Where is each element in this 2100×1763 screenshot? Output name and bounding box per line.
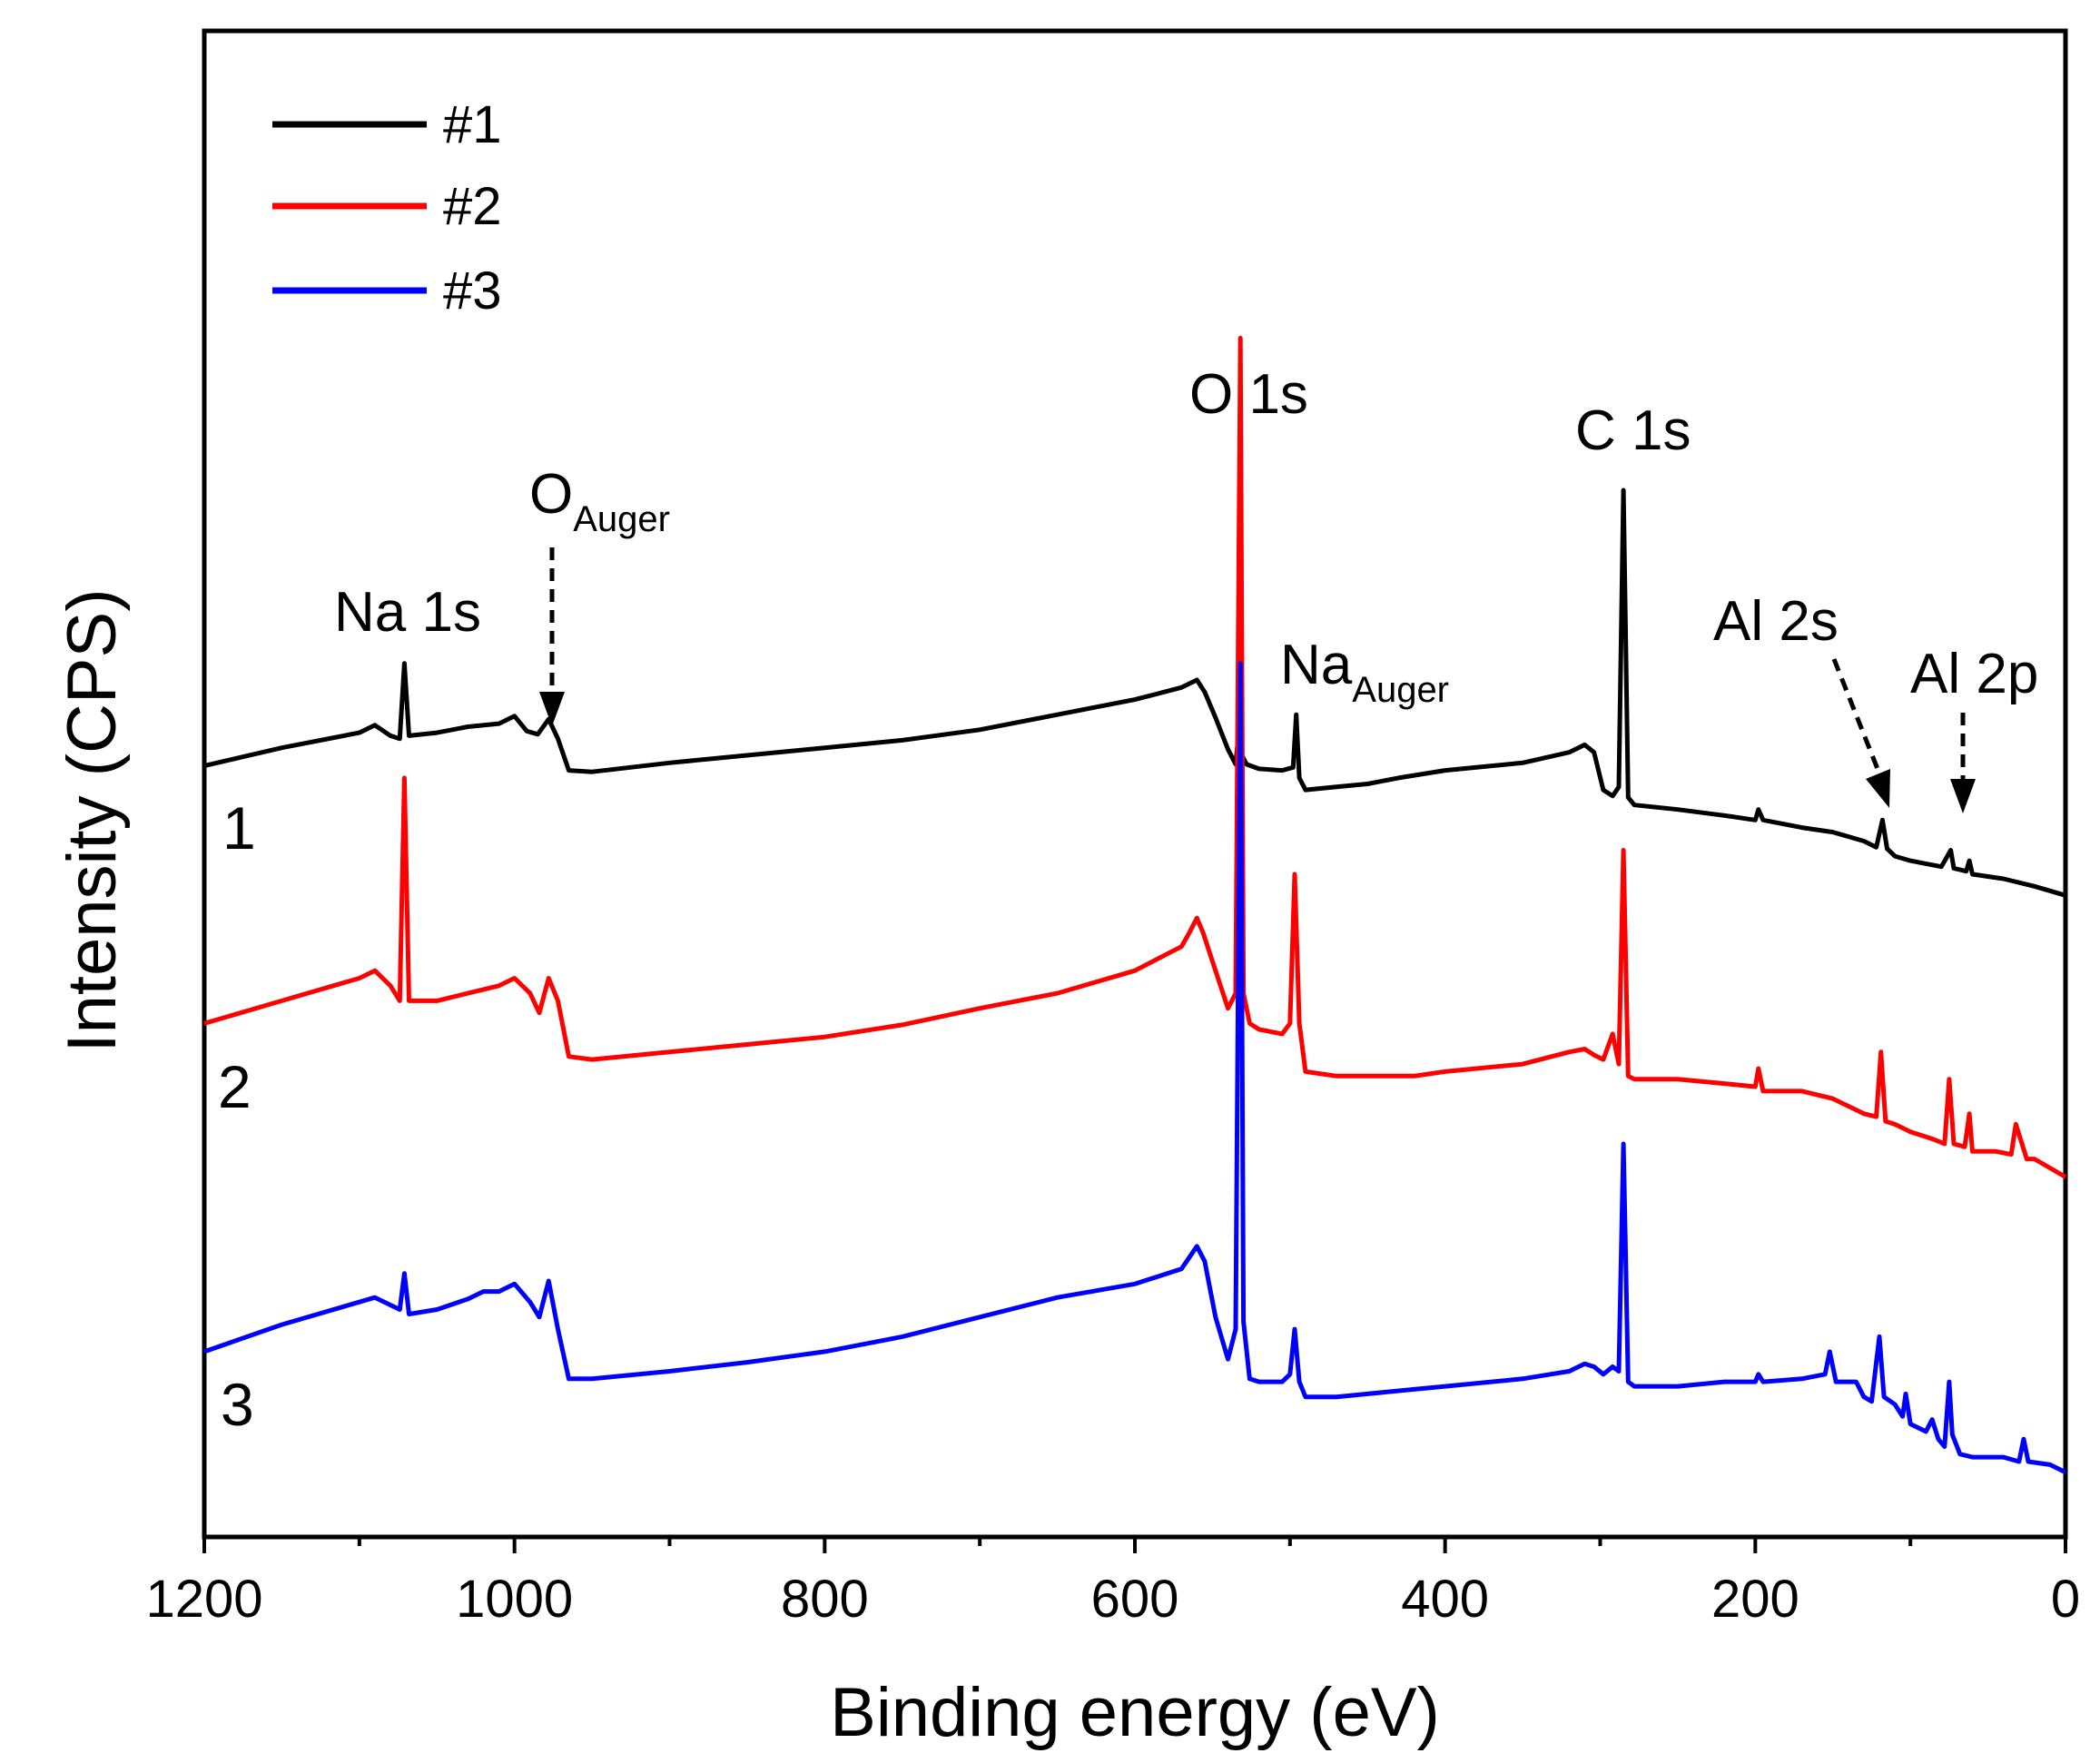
x-tick-label-1200: 1200 [145, 1570, 262, 1629]
annotation-naauger-main: Na [1280, 634, 1353, 696]
series-line-2 [203, 335, 2067, 1179]
annotation-na1s: Na 1s [334, 581, 481, 644]
x-tick-label-200: 200 [1711, 1570, 1799, 1629]
trace-label-1: 1 [222, 794, 256, 862]
series-line-1 [203, 488, 2066, 898]
annotation-al2p: Al 2p [1910, 643, 2038, 705]
x-axis-ticks [202, 1537, 2067, 1553]
x-axis-tick-labels: 1200 1000 800 600 400 200 0 [145, 1570, 2080, 1629]
plot-frame [202, 28, 2068, 1540]
trace-label-2: 2 [218, 1053, 251, 1120]
arrow-head-al2p [1950, 779, 1976, 813]
x-tick-label-800: 800 [781, 1570, 869, 1629]
annotation-naauger: NaAuger [1280, 634, 1449, 710]
series-group [203, 335, 2067, 1474]
legend: #1 #2 #3 [272, 95, 502, 320]
legend-label-1: #1 [443, 95, 502, 154]
annotation-oauger: OAuger [529, 463, 670, 539]
annotation-al2s: Al 2s [1713, 590, 1839, 653]
x-tick-label-1000: 1000 [456, 1570, 573, 1629]
trace-labels: 1 2 3 [218, 794, 256, 1438]
peak-annotations: Na 1s OAuger O 1s NaAuger C 1s Al 2s Al … [334, 363, 2038, 813]
legend-label-2: #2 [443, 177, 502, 236]
annotation-o1s: O 1s [1189, 363, 1308, 426]
annotation-oauger-main: O [529, 463, 573, 526]
annotation-oauger-sub: Auger [573, 499, 670, 539]
x-tick-label-600: 600 [1091, 1570, 1179, 1629]
legend-label-3: #3 [443, 261, 502, 320]
annotation-naauger-sub: Auger [1352, 670, 1449, 710]
x-tick-label-400: 400 [1401, 1570, 1489, 1629]
arrow-al2s [1831, 658, 1882, 774]
annotation-c1s: C 1s [1575, 399, 1691, 462]
x-tick-label-0: 0 [2051, 1570, 2080, 1629]
arrow-head-al2s [1866, 769, 1890, 808]
y-axis-title: Intensity (CPS) [54, 588, 131, 1052]
trace-label-3: 3 [221, 1371, 254, 1438]
arrow-head-oauger [539, 692, 565, 726]
x-axis-title: Binding energy (eV) [830, 1674, 1440, 1751]
series-line-3 [203, 661, 2067, 1474]
